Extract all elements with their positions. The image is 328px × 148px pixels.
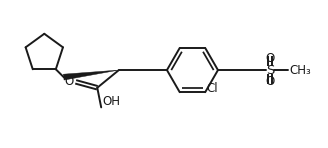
Text: O: O xyxy=(265,75,275,88)
Text: Cl: Cl xyxy=(206,82,218,95)
Text: S: S xyxy=(266,64,274,77)
Text: O: O xyxy=(65,75,74,88)
Text: CH₃: CH₃ xyxy=(290,64,311,77)
Text: O: O xyxy=(265,52,275,65)
Polygon shape xyxy=(63,70,119,80)
Text: OH: OH xyxy=(102,95,120,108)
